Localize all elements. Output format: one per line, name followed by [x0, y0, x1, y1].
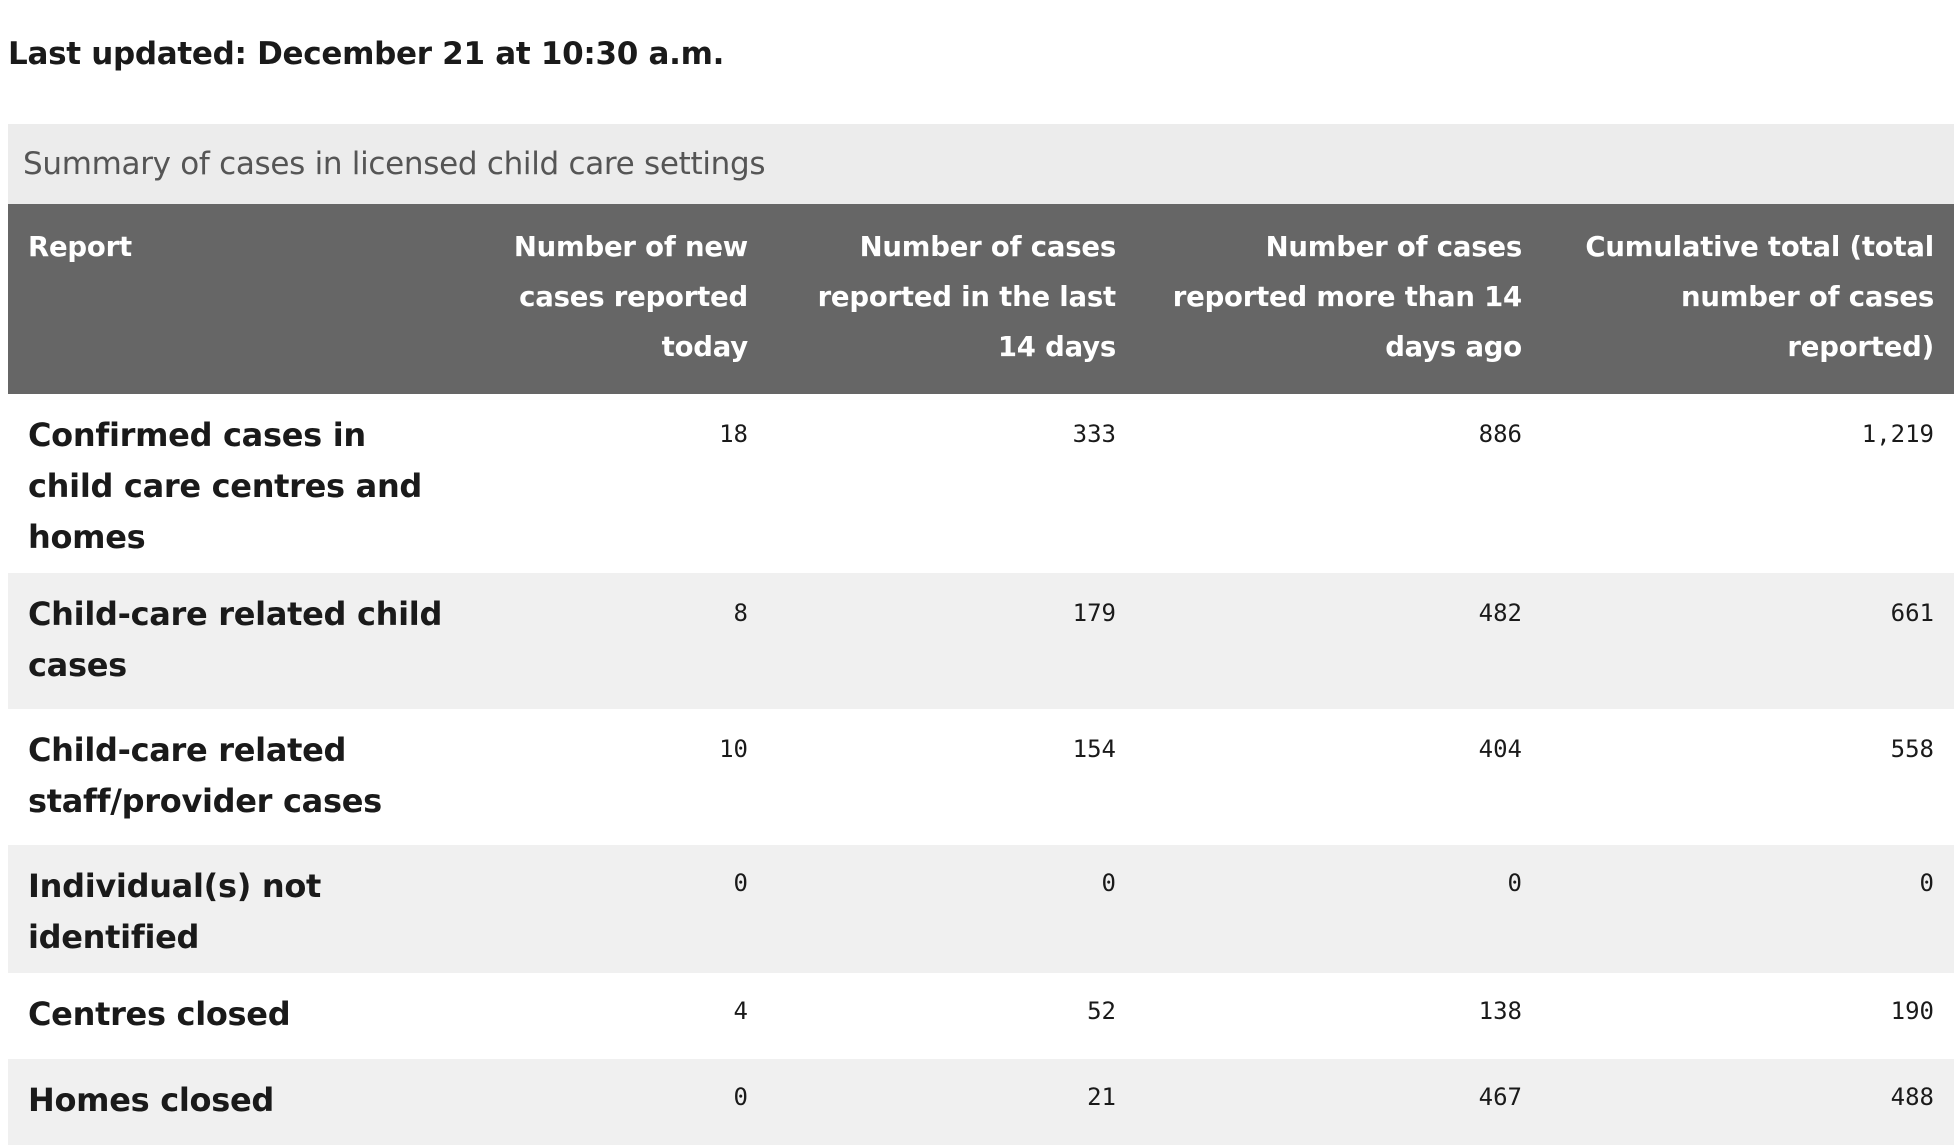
cell-new-today: 10 — [468, 709, 768, 845]
table-row: Centres closed 4 52 138 190 — [8, 973, 1954, 1059]
cell-last-14-days: 154 — [768, 709, 1136, 845]
header-cumulative-total: Cumulative total (total number of cases … — [1542, 204, 1954, 394]
row-label: Homes closed — [8, 1059, 468, 1145]
table-row: Confirmed cases in child care centres an… — [8, 394, 1954, 573]
cell-new-today: 18 — [468, 394, 768, 573]
cell-last-14-days: 333 — [768, 394, 1136, 573]
cell-cumulative-total: 0 — [1542, 845, 1954, 973]
cell-last-14-days: 21 — [768, 1059, 1136, 1145]
header-last-14-days: Number of cases reported in the last 14 … — [768, 204, 1136, 394]
cell-cumulative-total: 1,219 — [1542, 394, 1954, 573]
table-caption: Summary of cases in licensed child care … — [8, 124, 1954, 204]
cell-new-today: 8 — [468, 573, 768, 709]
cell-over-14-days: 0 — [1136, 845, 1542, 973]
cell-over-14-days: 886 — [1136, 394, 1542, 573]
cell-over-14-days: 138 — [1136, 973, 1542, 1059]
header-report: Report — [8, 204, 468, 394]
row-label: Centres closed — [8, 973, 468, 1059]
row-label: Individual(s) not identified — [8, 845, 468, 973]
cell-last-14-days: 179 — [768, 573, 1136, 709]
header-over-14-days: Number of cases reported more than 14 da… — [1136, 204, 1542, 394]
cell-new-today: 0 — [468, 1059, 768, 1145]
cell-new-today: 0 — [468, 845, 768, 973]
cell-over-14-days: 482 — [1136, 573, 1542, 709]
last-updated-text: Last updated: December 21 at 10:30 a.m. — [8, 36, 725, 72]
cell-cumulative-total: 661 — [1542, 573, 1954, 709]
cell-new-today: 4 — [468, 973, 768, 1059]
cell-over-14-days: 404 — [1136, 709, 1542, 845]
table-header-row: Report Number of new cases reported toda… — [8, 204, 1954, 394]
table-row: Child-care related child cases 8 179 482… — [8, 573, 1954, 709]
cases-summary-table: Summary of cases in licensed child care … — [8, 124, 1954, 1145]
cell-over-14-days: 467 — [1136, 1059, 1542, 1145]
page: Last updated: December 21 at 10:30 a.m. … — [8, 36, 1954, 1145]
cell-cumulative-total: 488 — [1542, 1059, 1954, 1145]
row-label: Confirmed cases in child care centres an… — [8, 394, 468, 573]
table-row: Child-care related staff/provider cases … — [8, 709, 1954, 845]
cell-last-14-days: 0 — [768, 845, 1136, 973]
row-label: Child-care related staff/provider cases — [8, 709, 468, 845]
table-row: Homes closed 0 21 467 488 — [8, 1059, 1954, 1145]
table-row: Individual(s) not identified 0 0 0 0 — [8, 845, 1954, 973]
row-label: Child-care related child cases — [8, 573, 468, 709]
cell-cumulative-total: 558 — [1542, 709, 1954, 845]
cases-table: Report Number of new cases reported toda… — [8, 204, 1954, 1145]
cell-last-14-days: 52 — [768, 973, 1136, 1059]
cell-cumulative-total: 190 — [1542, 973, 1954, 1059]
header-new-today: Number of new cases reported today — [468, 204, 768, 394]
